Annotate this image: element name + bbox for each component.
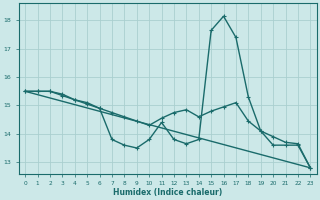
X-axis label: Humidex (Indice chaleur): Humidex (Indice chaleur) xyxy=(113,188,222,197)
